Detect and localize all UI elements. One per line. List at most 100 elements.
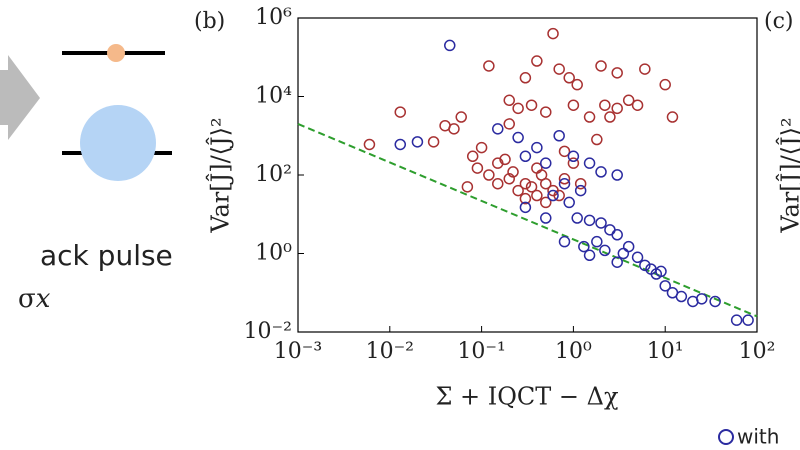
x-tick-label: 10⁻² — [366, 339, 414, 364]
point — [574, 184, 587, 197]
point — [631, 251, 644, 264]
point — [394, 138, 407, 151]
point — [540, 196, 552, 209]
y-tick-label: 10⁶ — [255, 5, 292, 30]
point — [492, 157, 504, 169]
x-tick-label: 10⁻³ — [274, 339, 322, 364]
point — [363, 138, 376, 151]
point — [558, 145, 571, 158]
point — [492, 123, 504, 135]
point — [558, 235, 571, 248]
point — [427, 136, 440, 148]
point — [611, 256, 623, 268]
point — [622, 240, 635, 253]
x-tick-label: 10¹ — [647, 339, 684, 364]
point — [591, 133, 603, 146]
point — [553, 130, 565, 142]
point — [519, 150, 532, 163]
point — [567, 157, 580, 169]
point — [599, 99, 611, 111]
point — [519, 192, 532, 205]
point — [567, 99, 580, 111]
x-tick-label: 10⁰ — [555, 339, 592, 364]
point — [471, 162, 484, 174]
x-label: Σ + IQCT − Δχ — [435, 383, 619, 411]
y-label: Var[Ĵ]/⟨Ĵ⟩² — [776, 117, 800, 233]
point — [455, 111, 467, 123]
point — [639, 259, 651, 272]
point — [709, 295, 721, 308]
point — [531, 141, 543, 154]
point — [519, 72, 532, 84]
point — [730, 314, 743, 326]
point — [571, 78, 583, 91]
point — [558, 177, 571, 190]
point — [622, 94, 635, 107]
point — [675, 290, 688, 303]
left-symbol: σ𝑥 — [18, 284, 51, 314]
point — [531, 55, 543, 67]
point — [639, 63, 651, 75]
blob — [80, 105, 156, 181]
point — [540, 177, 552, 190]
point — [571, 212, 583, 224]
y-tick-label: 10⁰ — [255, 241, 292, 266]
point — [475, 141, 488, 154]
point — [503, 173, 515, 185]
point — [563, 72, 575, 84]
plot-frame — [297, 17, 758, 333]
point — [567, 150, 580, 163]
point — [583, 111, 596, 123]
point — [611, 169, 623, 181]
point — [492, 177, 504, 190]
point — [578, 240, 590, 253]
point — [519, 177, 532, 190]
point — [483, 169, 495, 181]
point — [604, 224, 616, 236]
point — [574, 177, 587, 190]
point — [525, 181, 538, 193]
point — [439, 119, 451, 132]
point — [512, 102, 524, 115]
point — [659, 280, 671, 292]
point — [411, 136, 424, 148]
point — [595, 217, 607, 229]
point — [531, 162, 543, 174]
point — [611, 102, 623, 115]
point — [483, 60, 495, 72]
point — [531, 189, 543, 202]
point — [558, 173, 571, 185]
point — [519, 201, 532, 214]
point — [611, 67, 623, 79]
point — [540, 212, 552, 224]
point — [547, 27, 559, 40]
point — [742, 314, 754, 326]
point — [525, 99, 538, 111]
point — [604, 111, 616, 123]
bound-line — [297, 123, 758, 318]
legend-marker — [718, 429, 734, 445]
point — [583, 157, 596, 169]
point — [563, 196, 575, 209]
point — [540, 106, 552, 118]
point — [503, 94, 515, 107]
point — [507, 166, 519, 178]
point — [583, 214, 596, 227]
arrow — [0, 55, 40, 140]
point — [666, 111, 679, 123]
point — [655, 265, 667, 278]
point — [461, 181, 474, 193]
point — [547, 189, 559, 202]
legend-text: with — [737, 425, 779, 449]
point — [583, 249, 596, 262]
point — [512, 184, 524, 197]
point — [659, 78, 671, 91]
y-tick-label: 10² — [255, 162, 292, 187]
point — [617, 247, 630, 260]
point — [595, 60, 607, 72]
x-tick-label: 10⁻¹ — [457, 339, 505, 364]
point — [553, 63, 565, 75]
x-tick-label: 10² — [739, 339, 776, 364]
y-tick-label: 10⁻² — [244, 319, 292, 344]
